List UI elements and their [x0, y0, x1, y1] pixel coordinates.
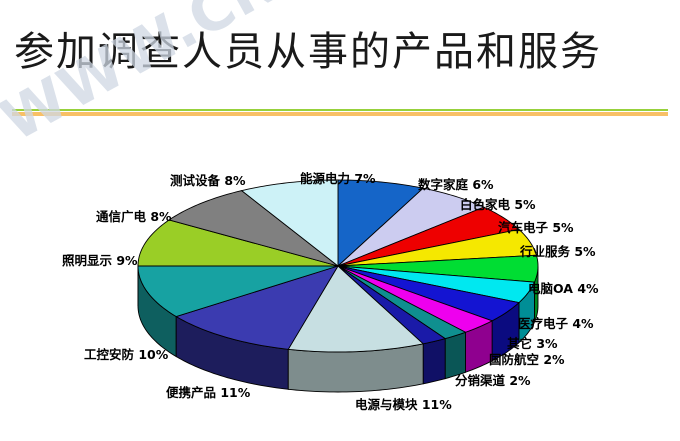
pie-slice-行业服务[interactable]	[337, 254, 539, 283]
pie-slice-能源电力[interactable]	[337, 179, 425, 268]
pie-label-分销渠道: 分销渠道 2%	[455, 373, 531, 388]
pie-slice-数字家庭[interactable]	[337, 187, 485, 267]
divider-green	[12, 109, 668, 111]
pie-slice-医疗电子[interactable]	[337, 265, 520, 322]
pie-label-电脑OA: 电脑OA 4%	[528, 281, 599, 296]
pie-label-国防航空: 国防航空 2%	[489, 352, 565, 367]
pie-label-工控安防: 工控安防 10%	[84, 347, 169, 362]
pie-slice-便携产品[interactable]	[175, 265, 339, 350]
pie-label-通信广电: 通信广电 8%	[96, 209, 172, 224]
pie-label-照明显示: 照明显示 9%	[62, 253, 138, 268]
pie-label-其它: 其它 3%	[507, 336, 558, 351]
pie-slice-测试设备[interactable]	[240, 179, 339, 267]
pie-slice-通信广电[interactable]	[168, 190, 339, 267]
pie-label-行业服务: 行业服务 5%	[520, 244, 596, 259]
pie-label-白色家电: 白色家电 5%	[460, 197, 536, 212]
pie-slice-工控安防[interactable]	[137, 265, 339, 318]
divider-orange	[12, 112, 668, 116]
pie-slice-白色家电[interactable]	[337, 206, 520, 267]
pie-label-能源电力: 能源电力 7%	[300, 171, 376, 186]
pie-label-汽车电子: 汽车电子 5%	[498, 220, 574, 235]
pie-chart: 测试设备 8% 能源电力 7% 数字家庭 6% 白色家电 5% 汽车电子 5% 行业服务 …	[0, 150, 680, 415]
pie-label-医疗电子: 医疗电子 4%	[518, 316, 594, 331]
watermark: WWW.CNTRONICS.COM	[0, 0, 680, 154]
page-title: 参加调查人员从事的产品和服务	[14, 29, 602, 75]
pie-slice-汽车电子[interactable]	[337, 228, 538, 267]
pie-chart-svg	[137, 179, 539, 393]
pie-label-便携产品: 便携产品 11%	[166, 385, 251, 400]
pie-label-测试设备: 测试设备 8%	[170, 173, 246, 188]
pie-slice-电源与模块[interactable]	[287, 265, 425, 353]
pie-slice-照明显示[interactable]	[137, 219, 339, 267]
pie-slice-电脑OA[interactable]	[337, 265, 536, 304]
pie-label-电源与模块: 电源与模块 11%	[355, 397, 452, 412]
pie-slice-其它[interactable]	[337, 265, 494, 333]
pie-label-数字家庭: 数字家庭 6%	[418, 177, 494, 192]
